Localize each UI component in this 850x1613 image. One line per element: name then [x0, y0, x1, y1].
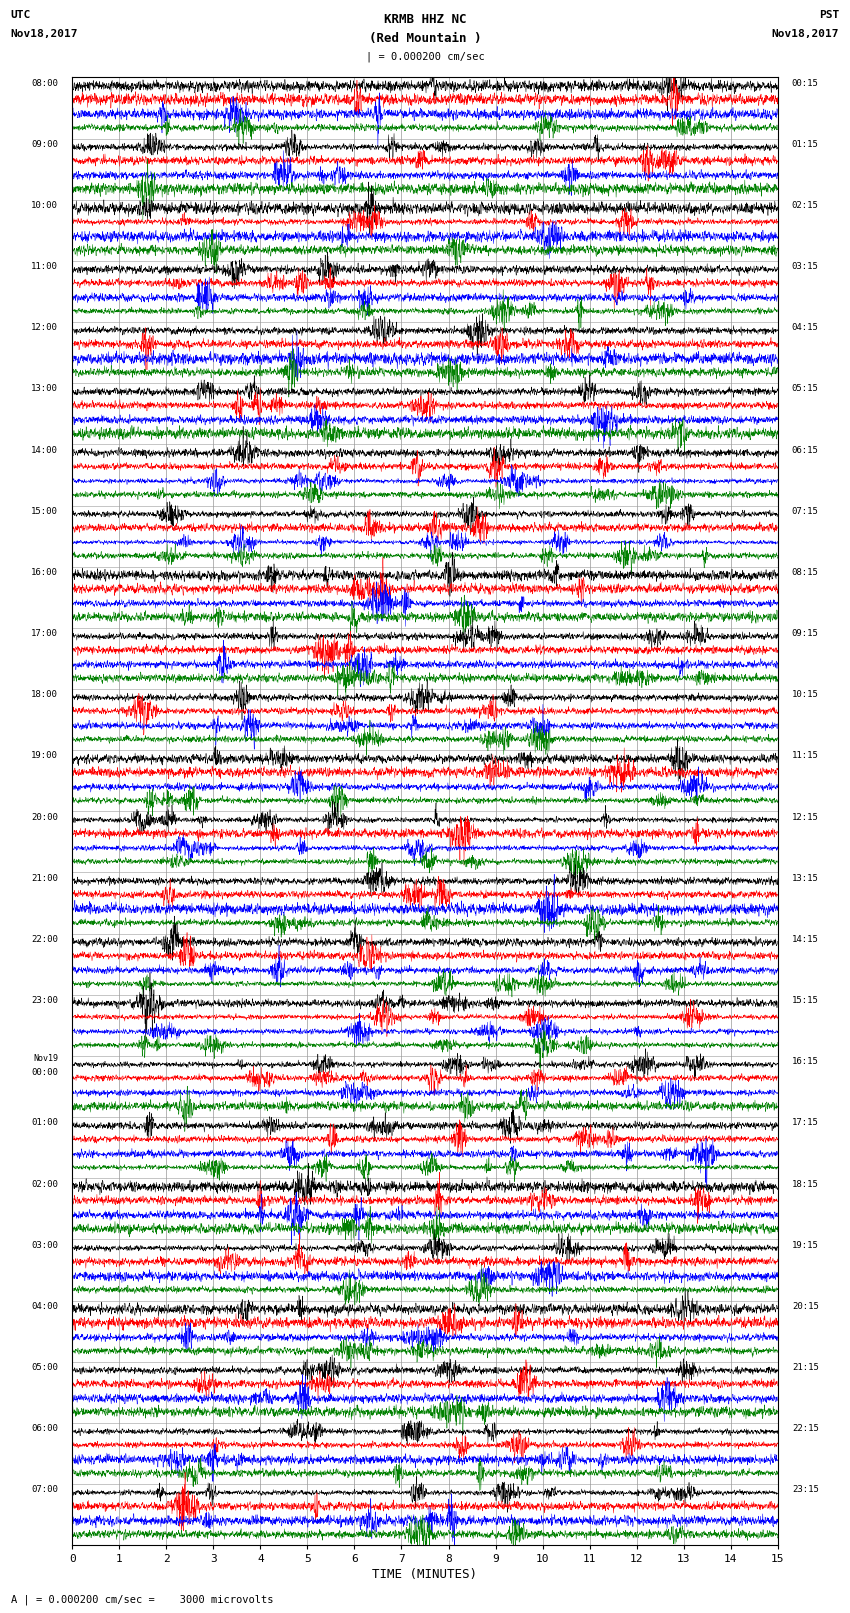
- Text: 11:15: 11:15: [792, 752, 819, 760]
- Text: | = 0.000200 cm/sec: | = 0.000200 cm/sec: [366, 52, 484, 63]
- Text: 17:00: 17:00: [31, 629, 58, 639]
- Text: 12:00: 12:00: [31, 323, 58, 332]
- Text: 12:15: 12:15: [792, 813, 819, 821]
- Text: 06:15: 06:15: [792, 445, 819, 455]
- Text: 15:00: 15:00: [31, 506, 58, 516]
- Text: 06:00: 06:00: [31, 1424, 58, 1434]
- Text: 05:00: 05:00: [31, 1363, 58, 1373]
- Text: 16:00: 16:00: [31, 568, 58, 577]
- Text: 18:00: 18:00: [31, 690, 58, 700]
- Text: Nov19: Nov19: [33, 1055, 58, 1063]
- Text: 01:15: 01:15: [792, 140, 819, 148]
- Text: Nov18,2017: Nov18,2017: [772, 29, 839, 39]
- Text: 07:15: 07:15: [792, 506, 819, 516]
- Text: 00:00: 00:00: [31, 1068, 58, 1077]
- Text: 16:15: 16:15: [792, 1057, 819, 1066]
- Text: 19:15: 19:15: [792, 1240, 819, 1250]
- Text: 18:15: 18:15: [792, 1179, 819, 1189]
- Text: 08:00: 08:00: [31, 79, 58, 87]
- Text: 23:00: 23:00: [31, 997, 58, 1005]
- Text: 11:00: 11:00: [31, 263, 58, 271]
- Text: 10:15: 10:15: [792, 690, 819, 700]
- Text: A | = 0.000200 cm/sec =    3000 microvolts: A | = 0.000200 cm/sec = 3000 microvolts: [11, 1594, 274, 1605]
- Text: 00:15: 00:15: [792, 79, 819, 87]
- Text: 22:00: 22:00: [31, 936, 58, 944]
- Text: 05:15: 05:15: [792, 384, 819, 394]
- Text: 13:00: 13:00: [31, 384, 58, 394]
- Text: 07:00: 07:00: [31, 1486, 58, 1494]
- Text: 03:15: 03:15: [792, 263, 819, 271]
- Text: 19:00: 19:00: [31, 752, 58, 760]
- Text: 21:15: 21:15: [792, 1363, 819, 1373]
- Text: PST: PST: [819, 10, 839, 19]
- Text: UTC: UTC: [11, 10, 31, 19]
- Text: 09:00: 09:00: [31, 140, 58, 148]
- Text: 01:00: 01:00: [31, 1118, 58, 1127]
- Text: KRMB HHZ NC: KRMB HHZ NC: [383, 13, 467, 26]
- Text: 04:00: 04:00: [31, 1302, 58, 1311]
- Text: 02:00: 02:00: [31, 1179, 58, 1189]
- Text: 17:15: 17:15: [792, 1118, 819, 1127]
- Text: 04:15: 04:15: [792, 323, 819, 332]
- Text: 09:15: 09:15: [792, 629, 819, 639]
- Text: 14:00: 14:00: [31, 445, 58, 455]
- Text: 14:15: 14:15: [792, 936, 819, 944]
- Text: (Red Mountain ): (Red Mountain ): [369, 32, 481, 45]
- Text: 08:15: 08:15: [792, 568, 819, 577]
- Text: 21:00: 21:00: [31, 874, 58, 882]
- Text: 22:15: 22:15: [792, 1424, 819, 1434]
- X-axis label: TIME (MINUTES): TIME (MINUTES): [372, 1568, 478, 1581]
- Text: 23:15: 23:15: [792, 1486, 819, 1494]
- Text: 15:15: 15:15: [792, 997, 819, 1005]
- Text: 13:15: 13:15: [792, 874, 819, 882]
- Text: 20:00: 20:00: [31, 813, 58, 821]
- Text: 02:15: 02:15: [792, 202, 819, 210]
- Text: 03:00: 03:00: [31, 1240, 58, 1250]
- Text: 10:00: 10:00: [31, 202, 58, 210]
- Text: Nov18,2017: Nov18,2017: [11, 29, 78, 39]
- Text: 20:15: 20:15: [792, 1302, 819, 1311]
